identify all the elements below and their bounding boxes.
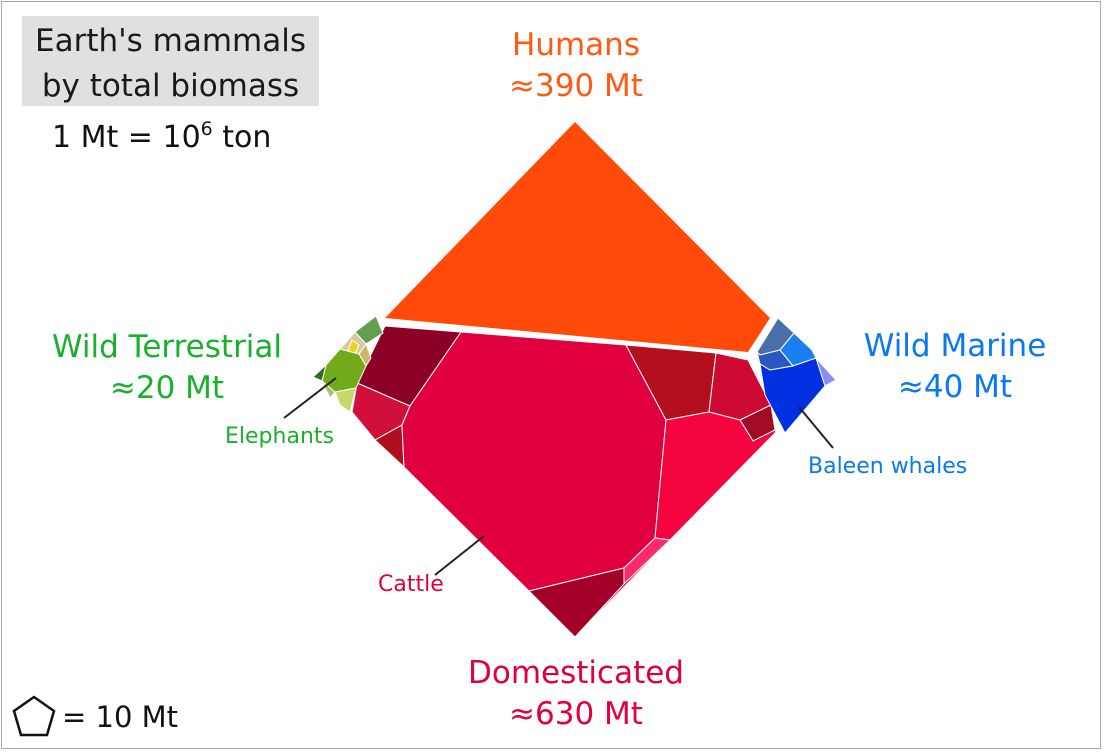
wild-terrestrial-value: ≈20 Mt bbox=[109, 370, 225, 406]
wild-terrestrial-cell-7 bbox=[334, 387, 357, 413]
scale-key-label: = 10 Mt bbox=[62, 700, 179, 734]
wild-marine-name: Wild Marine bbox=[863, 328, 1047, 364]
domesticated-name: Domesticated bbox=[468, 655, 684, 691]
wild-marine-region bbox=[756, 317, 837, 434]
humans-label: Humans ≈390 Mt bbox=[476, 25, 676, 107]
wild-terrestrial-cell-5 bbox=[312, 363, 327, 382]
unit-note-exponent: 6 bbox=[200, 118, 213, 140]
humans-value: ≈390 Mt bbox=[509, 68, 643, 104]
title-box bbox=[22, 16, 319, 106]
cattle-leader-line bbox=[434, 535, 485, 576]
wild-marine-label: Wild Marine ≈40 Mt bbox=[850, 326, 1060, 408]
wild-terrestrial-name: Wild Terrestrial bbox=[51, 329, 283, 365]
baleen-whales-callout: Baleen whales bbox=[808, 454, 968, 479]
humans-region bbox=[385, 122, 770, 352]
elephants-callout: Elephants bbox=[225, 424, 334, 449]
domesticated-region bbox=[351, 325, 777, 638]
figure-title: Earth's mammals by total biomass bbox=[34, 23, 306, 104]
domesticated-label: Domesticated ≈630 Mt bbox=[456, 653, 696, 735]
unit-note: 1 Mt = 106 ton bbox=[52, 118, 271, 155]
wild-marine-value: ≈40 Mt bbox=[897, 369, 1013, 405]
baleen-whales-leader-line bbox=[798, 406, 834, 449]
domesticated-cell-cattle bbox=[401, 331, 667, 592]
pentagon-icon bbox=[12, 695, 56, 737]
unit-note-prefix: 1 Mt = 10 bbox=[52, 120, 201, 155]
domesticated-cell-9 bbox=[528, 567, 625, 638]
wild-marine-cell-4 bbox=[815, 357, 837, 387]
domesticated-value: ≈630 Mt bbox=[509, 696, 643, 732]
humans-name: Humans bbox=[512, 27, 640, 63]
wild-terrestrial-label: Wild Terrestrial ≈20 Mt bbox=[38, 327, 296, 409]
unit-note-suffix: ton bbox=[212, 120, 272, 155]
elephants-leader-line bbox=[283, 377, 337, 419]
cattle-callout: Cattle bbox=[378, 572, 444, 597]
